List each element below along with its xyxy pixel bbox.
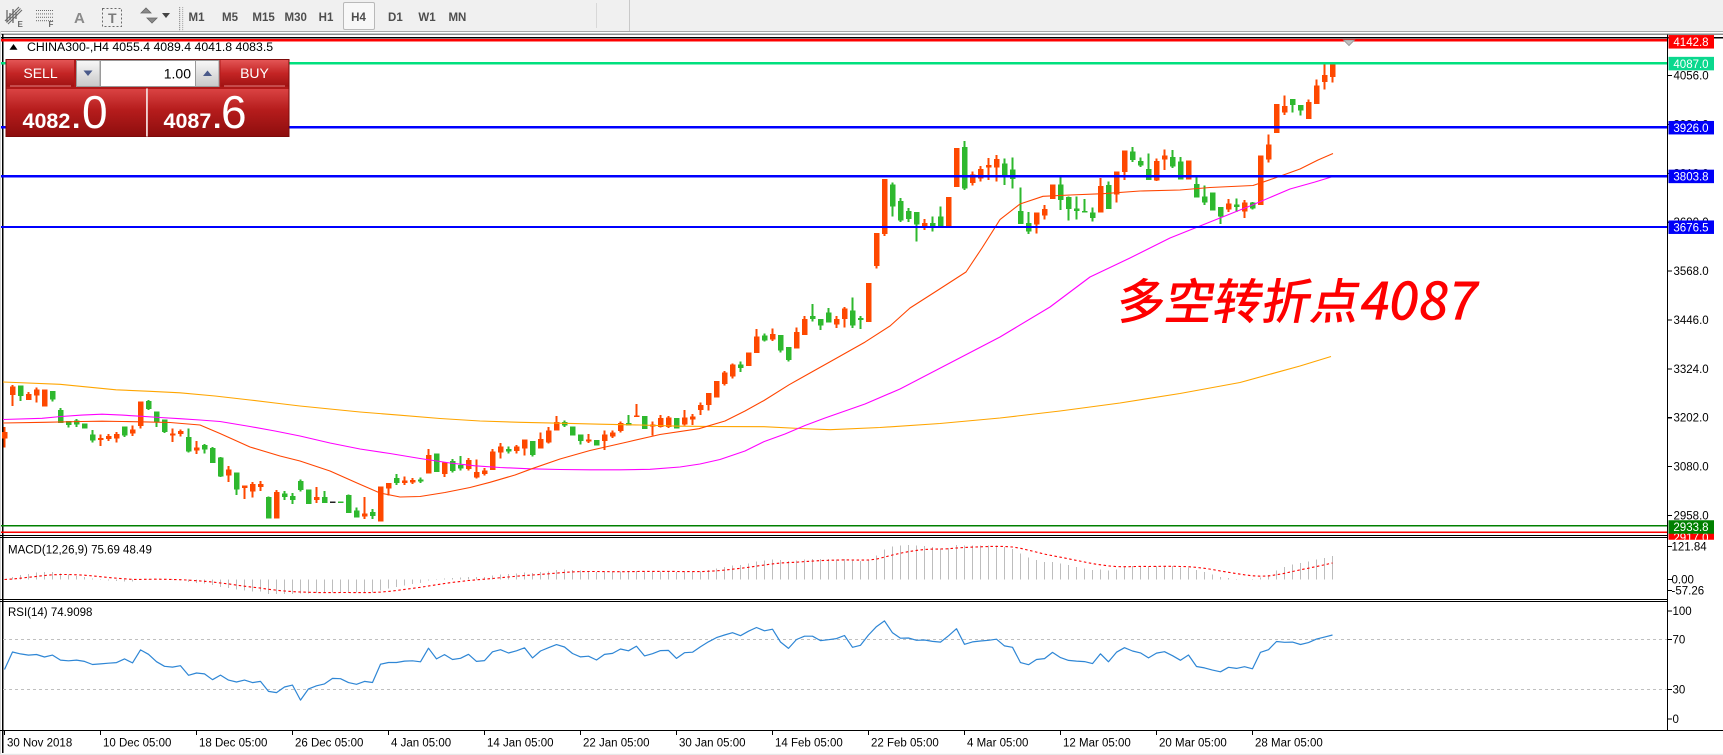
svg-text:6: 6: [221, 86, 247, 138]
svg-text:M1: M1: [189, 12, 206, 24]
svg-text:3446.0: 3446.0: [1674, 315, 1709, 327]
svg-text:70: 70: [1673, 635, 1686, 647]
svg-text:RSI(14) 74.9098: RSI(14) 74.9098: [8, 607, 92, 619]
svg-text:.: .: [72, 102, 80, 135]
svg-text:28 Mar 05:00: 28 Mar 05:00: [1255, 738, 1323, 750]
svg-text:4142.8: 4142.8: [1673, 37, 1708, 49]
svg-text:2933.8: 2933.8: [1673, 522, 1708, 534]
svg-text:20 Mar 05:00: 20 Mar 05:00: [1159, 738, 1227, 750]
svg-text:14 Feb 05:00: 14 Feb 05:00: [775, 738, 843, 750]
svg-text:MN: MN: [448, 12, 466, 24]
svg-text:E: E: [18, 20, 24, 29]
svg-text:3926.0: 3926.0: [1673, 123, 1708, 135]
svg-text:4 Mar 05:00: 4 Mar 05:00: [967, 738, 1028, 750]
svg-text:W1: W1: [418, 12, 436, 24]
svg-text:22 Jan 05:00: 22 Jan 05:00: [583, 738, 650, 750]
svg-text:3568.0: 3568.0: [1674, 266, 1709, 278]
svg-text:30 Jan 05:00: 30 Jan 05:00: [679, 738, 746, 750]
svg-text:M5: M5: [222, 12, 239, 24]
svg-text:MACD(12,26,9) 75.69 48.49: MACD(12,26,9) 75.69 48.49: [8, 544, 152, 556]
svg-text:18 Dec 05:00: 18 Dec 05:00: [199, 738, 267, 750]
svg-text:-57.26: -57.26: [1672, 586, 1705, 598]
svg-text:SELL: SELL: [23, 65, 57, 81]
svg-text:121.84: 121.84: [1672, 541, 1708, 553]
svg-text:100: 100: [1673, 606, 1692, 618]
svg-text:2958.0: 2958.0: [1674, 510, 1709, 522]
svg-text:30 Nov 2018: 30 Nov 2018: [7, 738, 72, 750]
svg-text:4087: 4087: [164, 109, 212, 133]
svg-text:T: T: [108, 10, 117, 26]
svg-text:H1: H1: [319, 12, 334, 24]
svg-text:4056.0: 4056.0: [1674, 71, 1709, 83]
svg-text:3676.5: 3676.5: [1673, 222, 1708, 234]
svg-text:10 Dec 05:00: 10 Dec 05:00: [103, 738, 171, 750]
svg-text:30: 30: [1673, 685, 1686, 697]
svg-text:1.00: 1.00: [164, 66, 191, 82]
svg-text:3324.0: 3324.0: [1674, 364, 1709, 376]
svg-text:0: 0: [82, 86, 108, 138]
svg-text:A: A: [74, 10, 85, 27]
svg-text:0.00: 0.00: [1672, 575, 1694, 587]
svg-text:0: 0: [1673, 714, 1679, 726]
svg-text:14 Jan 05:00: 14 Jan 05:00: [487, 738, 554, 750]
svg-text:M15: M15: [252, 12, 275, 24]
svg-text:3803.8: 3803.8: [1673, 172, 1708, 184]
svg-text:2917.0: 2917.0: [1673, 533, 1708, 545]
svg-text:F: F: [49, 20, 54, 29]
svg-text:CHINA300-,H4 4055.4 4089.4 40: CHINA300-,H4 4055.4 4089.4 4041.8 4083.5: [27, 40, 273, 54]
svg-text:M30: M30: [285, 12, 307, 24]
svg-text:22 Feb 05:00: 22 Feb 05:00: [871, 738, 939, 750]
svg-text:4082: 4082: [23, 109, 71, 133]
svg-text:12 Mar 05:00: 12 Mar 05:00: [1063, 738, 1131, 750]
svg-text:4 Jan 05:00: 4 Jan 05:00: [391, 738, 451, 750]
svg-text:D1: D1: [388, 12, 403, 24]
svg-text:26 Dec 05:00: 26 Dec 05:00: [295, 738, 363, 750]
svg-text:3080.0: 3080.0: [1674, 462, 1709, 474]
svg-text:BUY: BUY: [240, 65, 269, 81]
svg-text:H4: H4: [351, 12, 366, 24]
svg-text:4087.0: 4087.0: [1673, 59, 1708, 71]
svg-text:3202.0: 3202.0: [1674, 413, 1709, 425]
svg-text:.: .: [213, 102, 221, 135]
